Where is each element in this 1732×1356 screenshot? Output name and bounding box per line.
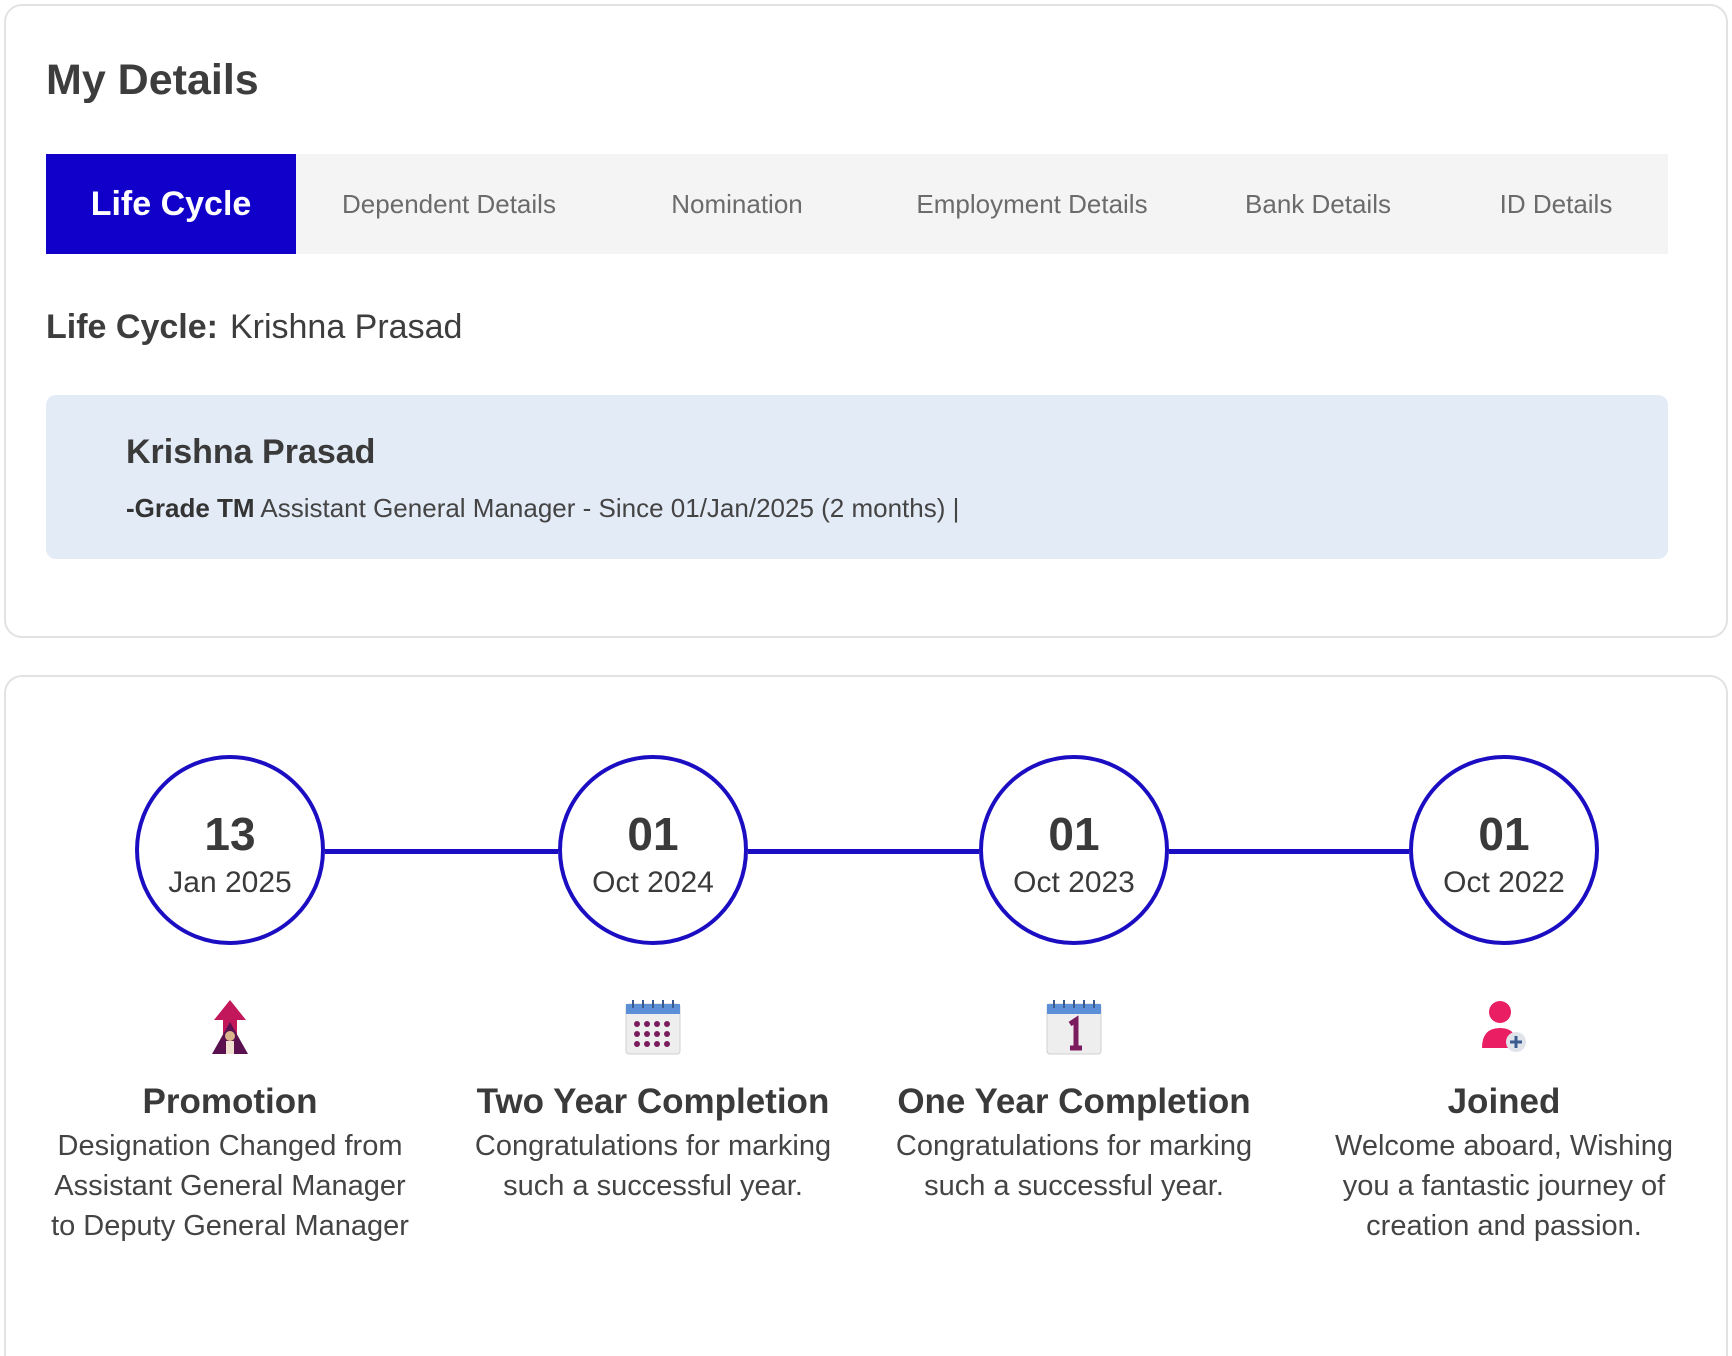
employee-summary-banner: Krishna Prasad -Grade TM Assistant Gener… (46, 395, 1668, 559)
tab-nomination[interactable]: Nomination (671, 188, 803, 219)
milestone-title: Joined (1447, 1082, 1561, 1121)
employee-designation-details: Assistant General Manager - Since 01/Jan… (260, 493, 960, 523)
tab-life-cycle[interactable]: Life Cycle (46, 154, 296, 254)
life-cycle-employee-name: Krishna Prasad (229, 308, 463, 346)
milestone-day: 01 (1478, 808, 1530, 860)
page-title: My Details (46, 56, 259, 104)
milestone-title: One Year Completion (897, 1082, 1251, 1121)
milestone-title: Two Year Completion (476, 1082, 830, 1121)
milestone-month-year: Oct 2024 (592, 866, 714, 899)
calendar-one-icon (1044, 998, 1104, 1056)
employee-name: Krishna Prasad (126, 433, 376, 471)
timeline-date-circle: 01 Oct 2022 (1409, 755, 1599, 945)
timeline-connector (325, 849, 558, 854)
timeline-date-circle: 01 Oct 2023 (979, 755, 1169, 945)
tab-employment-details[interactable]: Employment Details (916, 188, 1148, 219)
milestone-title: Promotion (142, 1082, 318, 1121)
tab-id-details[interactable]: ID Details (1499, 188, 1613, 219)
employee-grade: -Grade TM (126, 493, 255, 523)
my-details-card: My Details Life Cycle Dependent Details … (4, 4, 1728, 638)
milestone-description: Congratulations for marking such a succe… (474, 1130, 832, 1202)
employee-designation-line: -Grade TM Assistant General Manager - Si… (126, 493, 959, 524)
timeline-date-circle: 01 Oct 2024 (558, 755, 748, 945)
milestone-month-year: Oct 2023 (1013, 866, 1135, 899)
tab-bank-details[interactable]: Bank Details (1245, 188, 1391, 219)
timeline-date-circle: 13 Jan 2025 (135, 755, 325, 945)
milestone-description: Welcome aboard, Wishing you a fantastic … (1335, 1130, 1673, 1242)
timeline-connector (748, 849, 979, 854)
tab-dependent-details[interactable]: Dependent Details (342, 188, 556, 219)
milestone-day: 01 (627, 808, 679, 860)
milestone-day: 01 (1048, 808, 1100, 860)
tab-bar: Life Cycle Dependent Details Nomination … (46, 154, 1668, 254)
milestone-month-year: Jan 2025 (168, 866, 292, 899)
milestone-month-year: Oct 2022 (1443, 866, 1565, 899)
calendar-dots-icon (623, 998, 683, 1056)
milestone-day: 13 (204, 808, 256, 860)
life-cycle-heading: Life Cycle: Krishna Prasad (46, 308, 462, 347)
milestone-description: Designation Changed from Assistant Gener… (51, 1130, 409, 1242)
milestone-description: Congratulations for marking such a succe… (895, 1130, 1253, 1202)
life-cycle-label: Life Cycle: (46, 308, 218, 346)
user-add-icon (1474, 998, 1534, 1056)
promotion-arrow-icon (200, 998, 260, 1056)
timeline-connector (1169, 849, 1409, 854)
